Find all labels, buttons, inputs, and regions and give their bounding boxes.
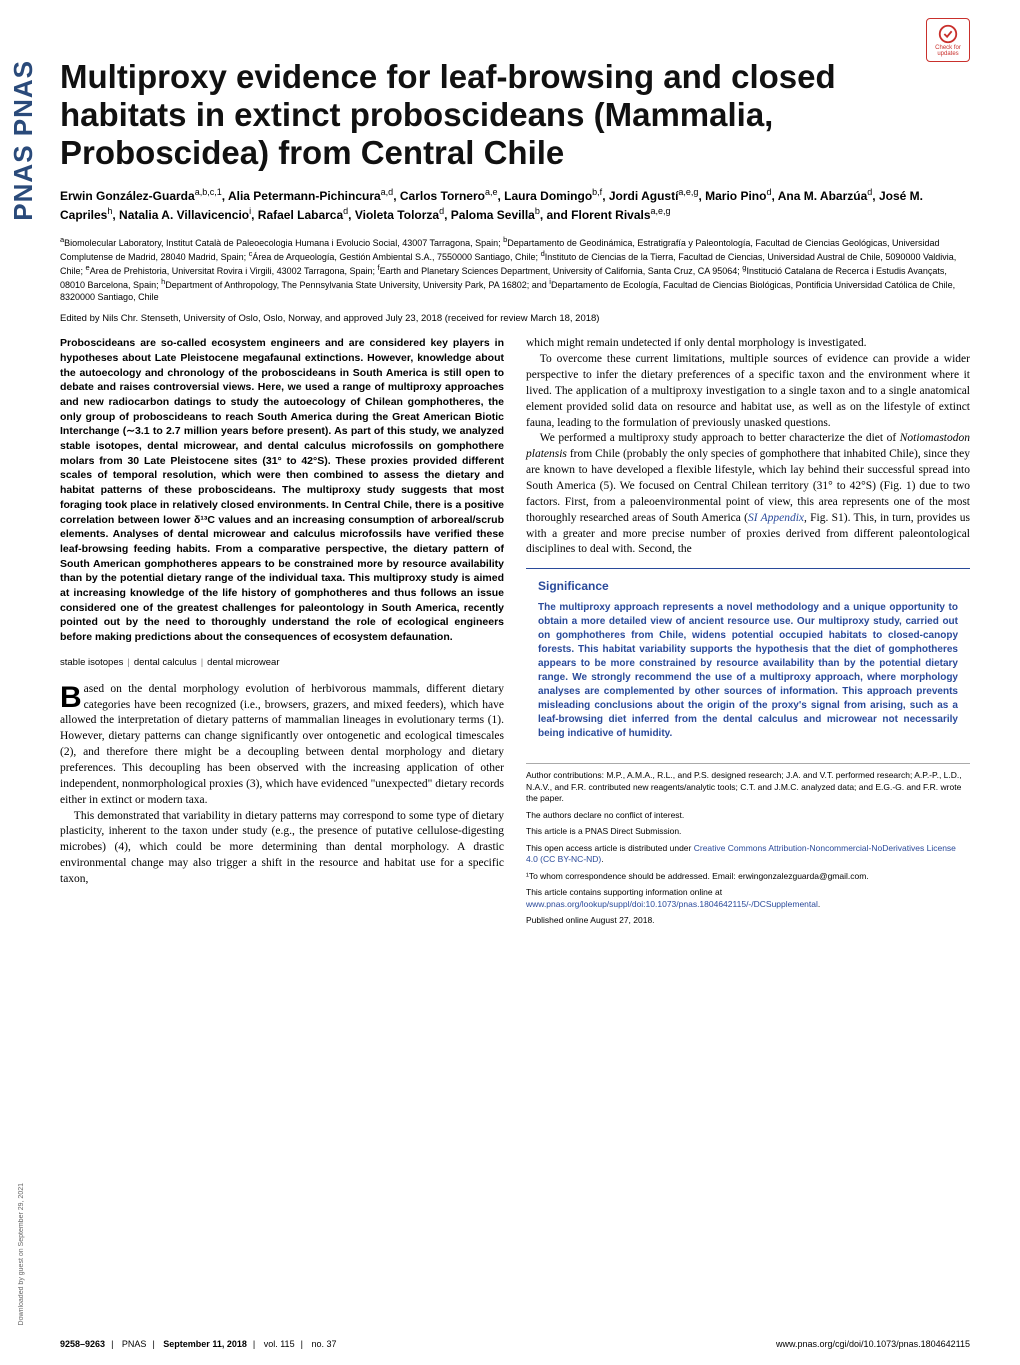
fn-supporting: This article contains supporting informa… [526,887,970,910]
supporting-link[interactable]: www.pnas.org/lookup/suppl/doi:10.1073/pn… [526,899,818,909]
footer-date: September 11, 2018 [163,1339,247,1349]
significance-body: The multiproxy approach represents a nov… [538,601,958,741]
download-note: Downloaded by guest on September 29, 202… [18,1183,25,1325]
keywords-line: stable isotopes|dental calculus|dental m… [60,657,504,668]
journal-side-logo: PNAS PNAS [8,60,38,1300]
right-paragraph-3: We performed a multiproxy study approach… [526,431,970,558]
fn-conflict: The authors declare no conflict of inter… [526,810,970,821]
significance-title: Significance [538,579,958,593]
page-footer: 9258–9263| PNAS| September 11, 2018| vol… [60,1339,970,1349]
significance-box: Significance The multiproxy approach rep… [526,568,970,751]
right-paragraph-2: To overcome these current limitations, m… [526,352,970,431]
article-title: Multiproxy evidence for leaf-browsing an… [60,58,970,172]
footer-journal: PNAS [122,1339,147,1349]
footer-volume: vol. 115 [264,1339,295,1349]
abstract: Proboscideans are so-called ecosystem en… [60,336,504,644]
intro-body-right: which might remain undetected if only de… [526,336,970,558]
keyword-1: stable isotopes [60,657,123,668]
footnotes-block: Author contributions: M.P., A.M.A., R.L.… [526,763,970,926]
si-appendix-link[interactable]: SI Appendix [748,512,804,524]
keyword-3: dental microwear [207,657,279,668]
fn-direct-submission: This article is a PNAS Direct Submission… [526,826,970,837]
pnas-vertical-text: PNAS PNAS [8,60,39,221]
intro-paragraph-1: ased on the dental morphology evolution … [60,683,504,806]
keyword-2: dental calculus [134,657,197,668]
intro-body-left: Based on the dental morphology evolution… [60,682,504,888]
fn-license: This open access article is distributed … [526,843,970,866]
check-updates-label: Check for updates [927,45,969,57]
footer-doi[interactable]: www.pnas.org/cgi/doi/10.1073/pnas.180464… [776,1339,970,1349]
author-list: Erwin González-Guardaa,b,c,1, Alia Peter… [60,186,970,225]
fn-author-contributions: Author contributions: M.P., A.M.A., R.L.… [526,770,970,804]
edited-by-line: Edited by Nils Chr. Stenseth, University… [60,313,970,324]
dropcap: B [60,682,84,711]
fn-published: Published online August 27, 2018. [526,915,970,926]
right-paragraph-1: which might remain undetected if only de… [526,336,970,352]
footer-pages: 9258–9263 [60,1339,105,1349]
footer-issue: no. 37 [311,1339,336,1349]
affiliations: aBiomolecular Laboratory, Institut Catal… [60,235,970,304]
check-for-updates-badge[interactable]: Check for updates [926,18,970,62]
intro-paragraph-2: This demonstrated that variability in di… [60,809,504,888]
check-updates-icon [937,23,959,45]
fn-corresponding: ¹To whom correspondence should be addres… [526,871,970,882]
